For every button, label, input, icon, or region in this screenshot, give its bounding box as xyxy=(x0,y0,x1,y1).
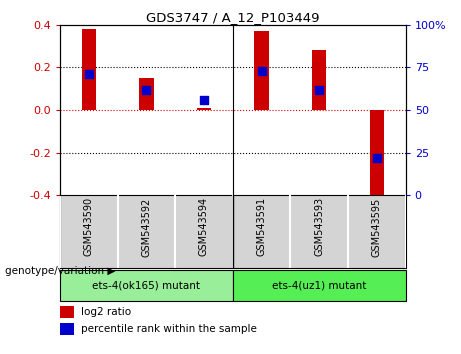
Text: ets-4(ok165) mutant: ets-4(ok165) mutant xyxy=(92,280,201,290)
Point xyxy=(373,155,381,160)
Bar xyxy=(60,306,74,318)
Point xyxy=(142,87,150,92)
Bar xyxy=(370,110,384,199)
Text: ets-4(uz1) mutant: ets-4(uz1) mutant xyxy=(272,280,366,290)
Bar xyxy=(139,78,154,110)
Text: log2 ratio: log2 ratio xyxy=(81,307,131,317)
Text: GSM543591: GSM543591 xyxy=(257,197,266,256)
Bar xyxy=(254,31,269,110)
Bar xyxy=(60,322,74,335)
Text: GSM543592: GSM543592 xyxy=(142,197,151,257)
Text: GSM543595: GSM543595 xyxy=(372,197,382,257)
FancyBboxPatch shape xyxy=(233,270,406,301)
Text: GSM543594: GSM543594 xyxy=(199,197,209,256)
Bar xyxy=(312,50,326,110)
Point xyxy=(315,87,323,92)
Text: GSM543590: GSM543590 xyxy=(84,197,94,256)
Bar xyxy=(82,29,96,110)
Text: percentile rank within the sample: percentile rank within the sample xyxy=(81,324,257,334)
Text: genotype/variation ▶: genotype/variation ▶ xyxy=(5,266,115,276)
Text: GSM543593: GSM543593 xyxy=(314,197,324,256)
FancyBboxPatch shape xyxy=(60,270,233,301)
Bar xyxy=(197,108,211,110)
Point xyxy=(258,68,266,74)
Point xyxy=(85,72,92,77)
Title: GDS3747 / A_12_P103449: GDS3747 / A_12_P103449 xyxy=(146,11,319,24)
Point xyxy=(200,97,207,103)
